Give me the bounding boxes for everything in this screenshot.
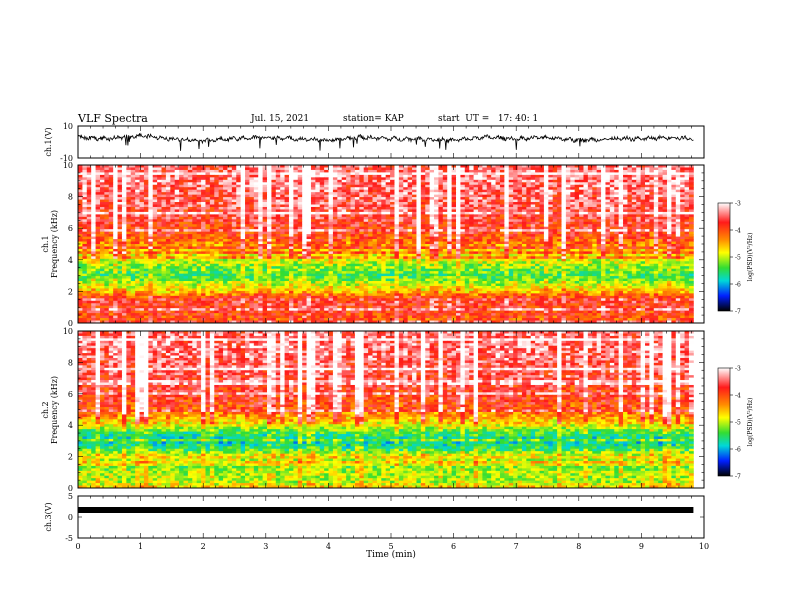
ch3-waveform-plot [78,507,694,513]
x-axis-label: Time (min) [366,549,416,560]
y-tick-label: 0 [68,319,73,328]
y-tick-label: 8 [68,193,73,202]
x-tick-label: 1 [138,542,143,551]
x-tick-label: 6 [451,542,456,551]
y-tick-label: 2 [68,287,73,296]
ch1-spectrogram-ylabel-channel: ch.1 [41,235,50,252]
colorbar-tick-label: -3 [735,201,741,208]
x-tick-label: 9 [639,542,644,551]
x-tick-label: 2 [201,542,206,551]
station-label: station= KAP [343,114,404,124]
ch1-colorbar-label: log(PSD)(V²/Hz) [747,233,754,282]
y-tick-label: 5 [68,492,73,501]
ch1-colorbar-gradient [717,202,731,312]
ch1-spectrogram-plot [78,165,694,324]
y-tick-label: 4 [68,256,73,265]
colorbar-tick-label: -5 [735,255,741,262]
ch1-colorbar: -3 -4 -5 -6 -7 log(PSD)(V²/Hz) [717,201,754,316]
ch1-waveform-line [77,132,694,151]
y-tick-label: 4 [68,421,73,430]
ch2-colorbar-gradient [717,367,731,477]
ch2-colorbar: -3 -4 -5 -6 -7 log(PSD)(V²/Hz) [717,366,754,481]
x-tick-label: 3 [263,542,268,551]
ch3-waveform-line [78,507,694,513]
x-tick-label: 8 [576,542,581,551]
colorbar-tick-label: -4 [735,228,741,235]
x-tick-label: 7 [514,542,519,551]
x-tick-label: 10 [699,542,709,551]
x-tick-label: 5 [388,542,393,551]
ch3-waveform-ylabel: ch.3(V) [44,502,53,531]
y-tick-label: 8 [68,358,73,367]
x-tick-label: 4 [326,542,331,551]
start-time-label: start UT = 17: 40: 1 [438,114,539,124]
colorbar-tick-label: -3 [735,366,741,373]
colorbar-tick-label: -6 [735,282,741,289]
y-tick-label: 0 [68,484,73,493]
y-tick-label: 6 [68,390,73,399]
y-tick-label: -5 [65,534,73,543]
ch2-colorbar-label: log(PSD)(V²/Hz) [747,398,754,447]
colorbar-tick-label: -7 [735,474,741,481]
ch1-waveform-plot [77,132,694,151]
figure-title: VLF Spectra [78,112,148,125]
ch2-spectrogram-ylabel-freq: Frequency (kHz) [50,376,59,444]
y-tick-label: 10 [63,161,73,170]
ch3-waveform-frame [77,495,705,539]
ch1-spectrogram-ylabel-freq: Frequency (kHz) [50,210,59,278]
ch2-spectrogram-ylabel-channel: ch.2 [41,401,50,418]
y-tick-label: 2 [68,453,73,462]
date-label: Jul. 15, 2021 [251,114,310,124]
colorbar-tick-label: -6 [735,447,741,454]
colorbar-tick-label: -4 [735,393,741,400]
ch2-spectrogram-plot [78,331,694,489]
x-tick-label: 0 [75,542,80,551]
y-tick-label: 10 [63,122,73,131]
colorbar-tick-label: -5 [735,420,741,427]
y-tick-label: 0 [68,513,73,522]
colorbar-tick-label: -7 [735,309,741,316]
y-tick-label: 6 [68,224,73,233]
ch1-waveform-ylabel: ch.1(V) [44,127,53,156]
y-tick-label: 10 [63,327,73,336]
y-tick-label: -10 [60,154,73,163]
